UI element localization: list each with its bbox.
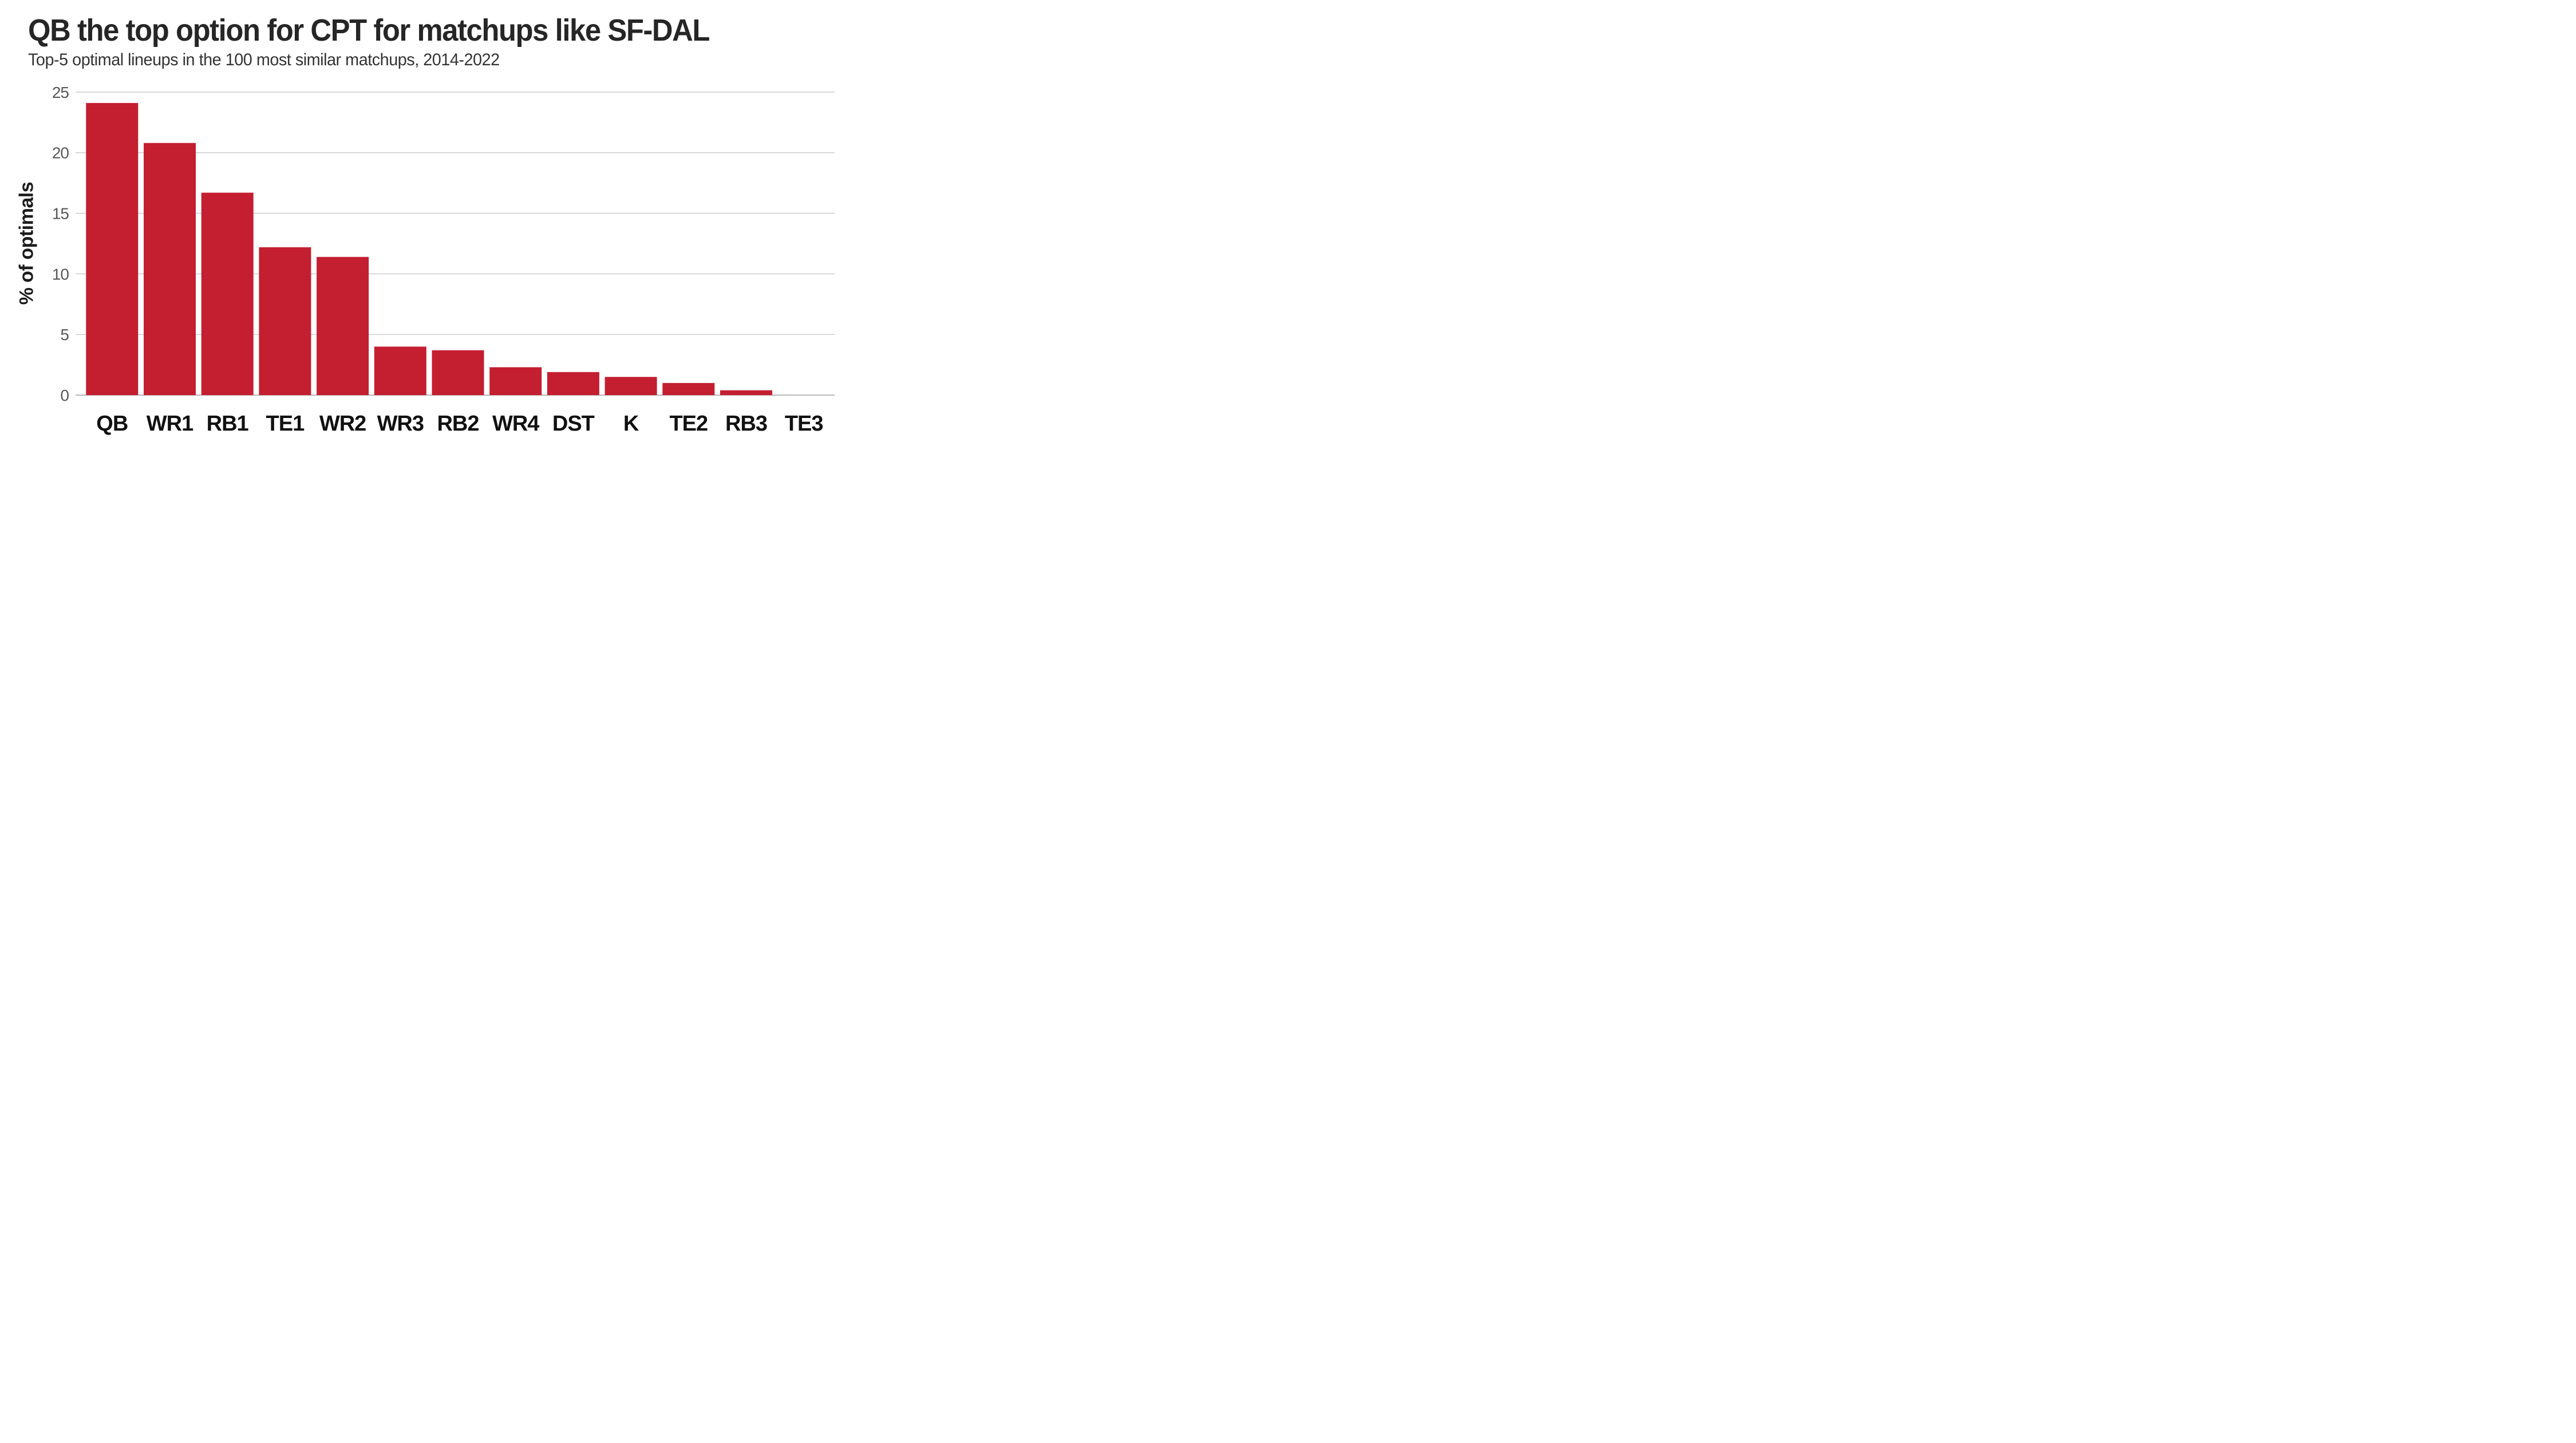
chart-title: QB the top option for CPT for matchups l…	[28, 13, 710, 48]
y-tick-label: 0	[60, 387, 69, 404]
x-category-label: WR1	[147, 412, 193, 436]
x-category-label: TE1	[266, 412, 305, 436]
x-category-label: WR2	[319, 412, 366, 436]
bar-rb1	[201, 192, 254, 395]
y-tick-label: 15	[52, 204, 69, 222]
bar-wr4	[489, 367, 542, 395]
bar-qb	[86, 102, 139, 395]
bar-k	[605, 377, 657, 395]
y-tick-label: 20	[52, 144, 69, 162]
bar-te2	[662, 383, 715, 395]
bar-dst	[547, 372, 599, 395]
chart-canvas: QB the top option for CPT for matchups l…	[0, 0, 859, 481]
x-category-label: TE3	[785, 412, 823, 436]
bar-rb3	[720, 390, 772, 395]
bar-wr3	[374, 346, 426, 395]
x-category-label: RB3	[725, 412, 767, 436]
y-tick-label: 25	[52, 84, 69, 101]
x-category-label: K	[623, 412, 639, 436]
x-category-label: TE2	[669, 412, 708, 436]
bar-rb2	[432, 350, 484, 395]
x-category-label: RB1	[207, 412, 249, 436]
chart-subtitle: Top-5 optimal lineups in the 100 most si…	[28, 50, 500, 69]
y-tick-label: 5	[60, 326, 69, 344]
y-tick-label: 10	[52, 265, 69, 283]
bar-chart: 0 5 10 15 20 25 QB WR1 RB1 TE1 WR2 WR3 RB2 WR4 DST K TE2…	[52, 84, 835, 436]
x-category-label: QB	[96, 412, 128, 436]
x-category-label: WR3	[377, 412, 424, 436]
bar-wr1	[144, 143, 196, 395]
x-category-label: RB2	[437, 412, 479, 436]
x-category-label: DST	[552, 412, 595, 436]
x-category-label: WR4	[492, 412, 539, 436]
bar-wr2	[317, 257, 369, 395]
bar-te1	[259, 247, 311, 395]
